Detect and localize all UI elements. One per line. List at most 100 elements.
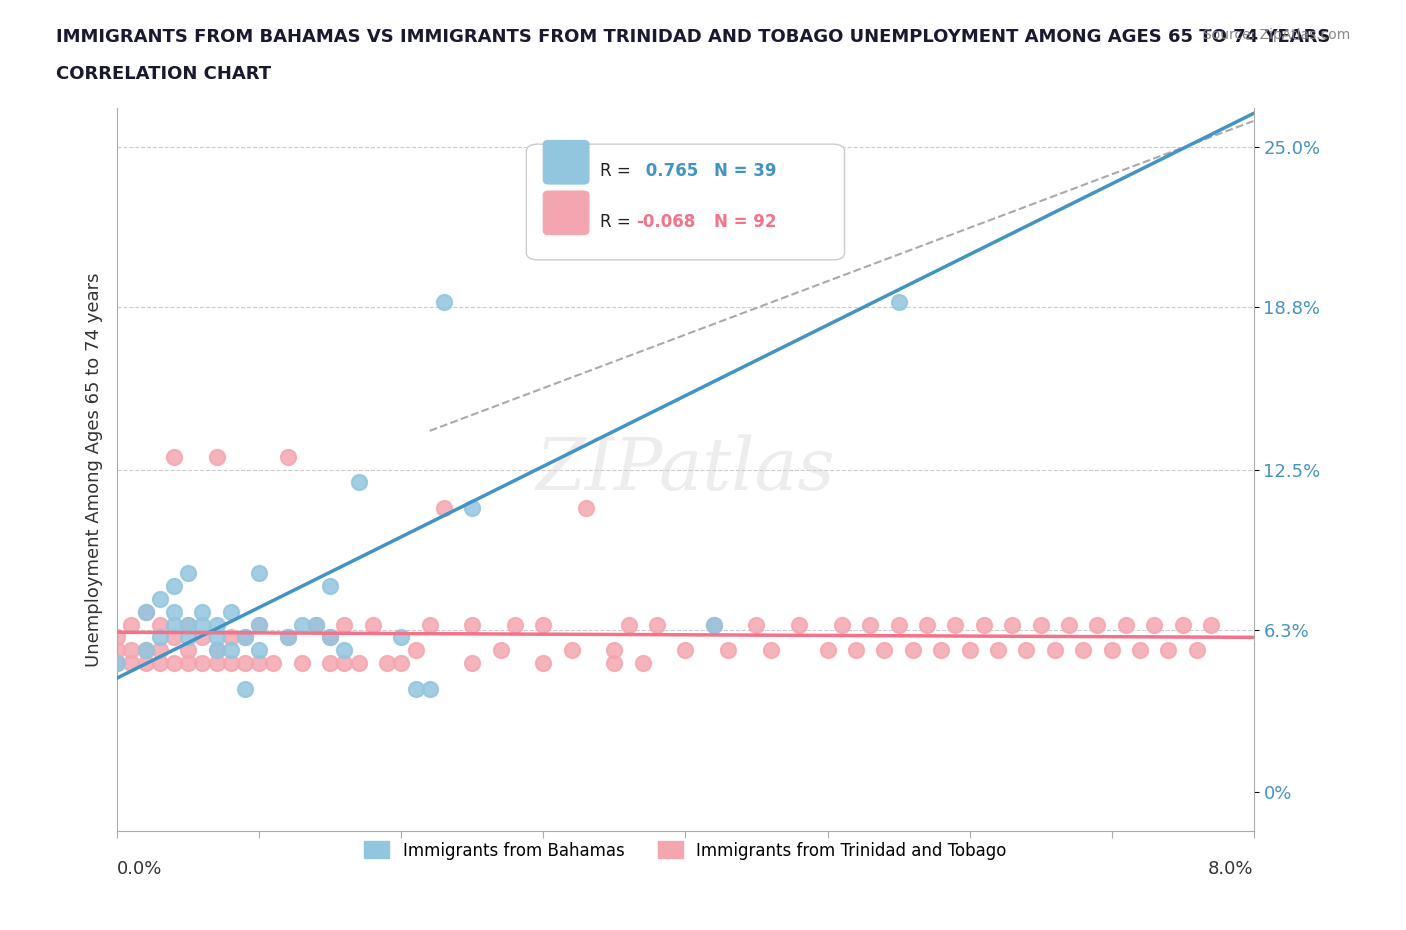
Point — [219, 643, 242, 658]
Point — [831, 618, 853, 632]
Point — [603, 643, 626, 658]
Point — [419, 618, 441, 632]
Point — [120, 643, 142, 658]
Point — [1071, 643, 1094, 658]
Point — [1043, 643, 1066, 658]
Point — [887, 618, 910, 632]
Point — [419, 682, 441, 697]
Point — [745, 618, 768, 632]
Point — [149, 630, 172, 644]
Point — [703, 618, 725, 632]
Point — [247, 565, 270, 580]
Point — [149, 643, 172, 658]
Point — [675, 643, 697, 658]
Point — [163, 618, 186, 632]
Point — [945, 618, 967, 632]
Point — [901, 643, 924, 658]
Point — [389, 656, 412, 671]
Point — [319, 630, 342, 644]
Y-axis label: Unemployment Among Ages 65 to 74 years: Unemployment Among Ages 65 to 74 years — [86, 272, 103, 667]
Point — [305, 618, 328, 632]
Point — [1171, 618, 1194, 632]
Point — [105, 643, 128, 658]
Point — [787, 618, 810, 632]
Text: 8.0%: 8.0% — [1208, 860, 1254, 878]
Point — [219, 656, 242, 671]
Point — [247, 618, 270, 632]
Legend: Immigrants from Bahamas, Immigrants from Trinidad and Tobago: Immigrants from Bahamas, Immigrants from… — [357, 835, 1014, 866]
Point — [163, 578, 186, 593]
Point — [433, 294, 456, 309]
Text: ZIPatlas: ZIPatlas — [536, 434, 835, 505]
Text: 0.0%: 0.0% — [117, 860, 163, 878]
Point — [489, 643, 512, 658]
Point — [135, 643, 157, 658]
Point — [205, 643, 228, 658]
Point — [149, 591, 172, 606]
Point — [645, 618, 668, 632]
Point — [433, 501, 456, 516]
Point — [177, 618, 200, 632]
Point — [233, 682, 256, 697]
Point — [163, 656, 186, 671]
Point — [191, 618, 214, 632]
Point — [617, 618, 640, 632]
Text: R =: R = — [600, 213, 631, 231]
Point — [177, 643, 200, 658]
Point — [1001, 618, 1024, 632]
Point — [531, 243, 554, 258]
Text: R =: R = — [600, 162, 631, 180]
Point — [163, 449, 186, 464]
Point — [389, 630, 412, 644]
Point — [603, 656, 626, 671]
Point — [135, 643, 157, 658]
Point — [845, 643, 868, 658]
Point — [333, 643, 356, 658]
Point — [1087, 618, 1109, 632]
Point — [149, 656, 172, 671]
Point — [361, 618, 384, 632]
Point — [163, 604, 186, 619]
Text: 0.765: 0.765 — [640, 162, 699, 180]
Point — [319, 630, 342, 644]
Point — [177, 618, 200, 632]
Point — [247, 643, 270, 658]
Point — [561, 643, 583, 658]
Point — [1157, 643, 1180, 658]
Point — [703, 618, 725, 632]
Text: -0.068: -0.068 — [637, 213, 696, 231]
Point — [277, 449, 299, 464]
Point — [461, 656, 484, 671]
Point — [347, 656, 370, 671]
Point — [1129, 643, 1152, 658]
FancyBboxPatch shape — [543, 192, 589, 234]
Point — [817, 643, 839, 658]
Point — [135, 656, 157, 671]
Point — [333, 618, 356, 632]
Point — [929, 643, 952, 658]
Point — [191, 630, 214, 644]
Point — [233, 656, 256, 671]
Point — [959, 643, 981, 658]
Text: N = 92: N = 92 — [714, 213, 776, 231]
Point — [1057, 618, 1080, 632]
Point — [319, 656, 342, 671]
Point — [205, 656, 228, 671]
Point — [233, 630, 256, 644]
Point — [973, 618, 995, 632]
Point — [461, 618, 484, 632]
Point — [1015, 643, 1038, 658]
Point — [219, 604, 242, 619]
Point — [177, 565, 200, 580]
Point — [759, 643, 782, 658]
Point — [291, 618, 314, 632]
Text: Source: ZipAtlas.com: Source: ZipAtlas.com — [1202, 28, 1350, 42]
Point — [205, 449, 228, 464]
Point — [503, 618, 526, 632]
Point — [277, 630, 299, 644]
Point — [405, 682, 427, 697]
Point — [120, 618, 142, 632]
Point — [105, 630, 128, 644]
Point — [149, 618, 172, 632]
Point — [135, 604, 157, 619]
